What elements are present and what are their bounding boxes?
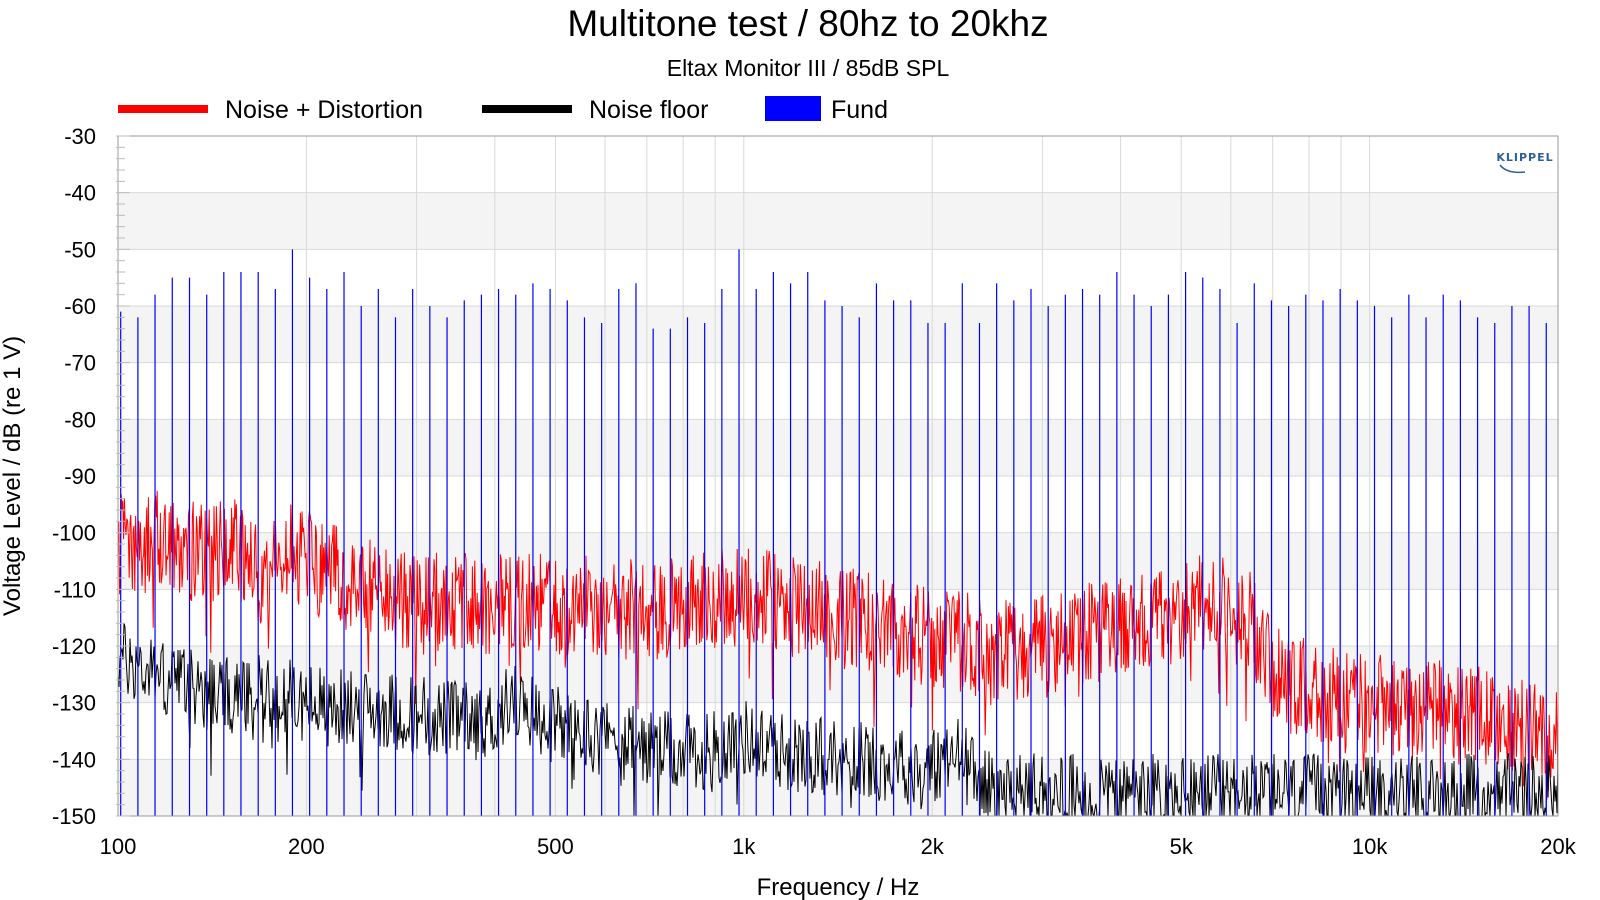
chart-subtitle: Eltax Monitor III / 85dB SPL	[667, 55, 950, 81]
y-tick-label: -110	[54, 577, 96, 602]
y-tick-label: -60	[64, 294, 96, 319]
legend-label: Noise floor	[589, 96, 709, 124]
legend: Noise + Distortion Noise floor Fund	[118, 96, 888, 124]
legend-swatch	[482, 105, 572, 113]
plot-band	[118, 192, 1558, 250]
y-tick-label: -80	[64, 407, 96, 432]
x-axis-label: Frequency / Hz	[757, 874, 920, 900]
legend-label: Fund	[831, 96, 888, 124]
plot-band	[118, 306, 1558, 363]
logo-text: KLIPPEL	[1496, 151, 1553, 164]
legend-swatch	[765, 96, 821, 121]
x-tick-label: 2k	[921, 834, 945, 859]
y-tick-label: -40	[64, 181, 96, 206]
y-tick-label: -150	[52, 804, 96, 829]
klippel-logo: KLIPPEL	[1496, 151, 1553, 174]
y-tick-label: -100	[52, 521, 96, 546]
y-axis-ticks: -30 -40 -50 -60 -70 -80 -90 -100 -110 -120 -130 -14…	[52, 124, 130, 829]
y-tick-label: -90	[64, 464, 96, 489]
y-tick-label: -30	[64, 124, 96, 149]
y-tick-label: -130	[52, 691, 96, 716]
x-tick-label: 500	[537, 834, 574, 859]
y-tick-label: -140	[52, 747, 96, 772]
legend-item: Noise + Distortion	[118, 96, 423, 124]
series-line	[118, 622, 1558, 816]
x-tick-label: 5k	[1170, 834, 1194, 859]
series-line	[118, 490, 1558, 800]
y-axis-label: Voltage Level / dB (re 1 V)	[0, 336, 26, 616]
y-tick-label: -120	[52, 634, 96, 659]
y-tick-label: -70	[64, 351, 96, 376]
x-tick-label: 1k	[732, 834, 756, 859]
logo-swoosh-icon	[1499, 164, 1526, 174]
x-tick-label: 200	[288, 834, 325, 859]
x-tick-label: 20k	[1540, 834, 1576, 859]
plot-band	[118, 532, 1558, 590]
legend-item: Fund	[765, 96, 888, 124]
legend-label: Noise + Distortion	[225, 96, 423, 124]
chart-title: Multitone test / 80hz to 20khz	[567, 3, 1048, 44]
y-tick-label: -50	[64, 237, 96, 262]
x-tick-label: 100	[100, 834, 137, 859]
plot-band	[118, 419, 1558, 476]
x-tick-label: 10k	[1352, 834, 1388, 859]
series-layer	[118, 249, 1558, 816]
x-axis-ticks: 100 200 500 1k 2k 5k 10k 20k	[100, 834, 1577, 859]
legend-swatch	[118, 105, 208, 113]
legend-item: Noise floor	[482, 96, 709, 124]
